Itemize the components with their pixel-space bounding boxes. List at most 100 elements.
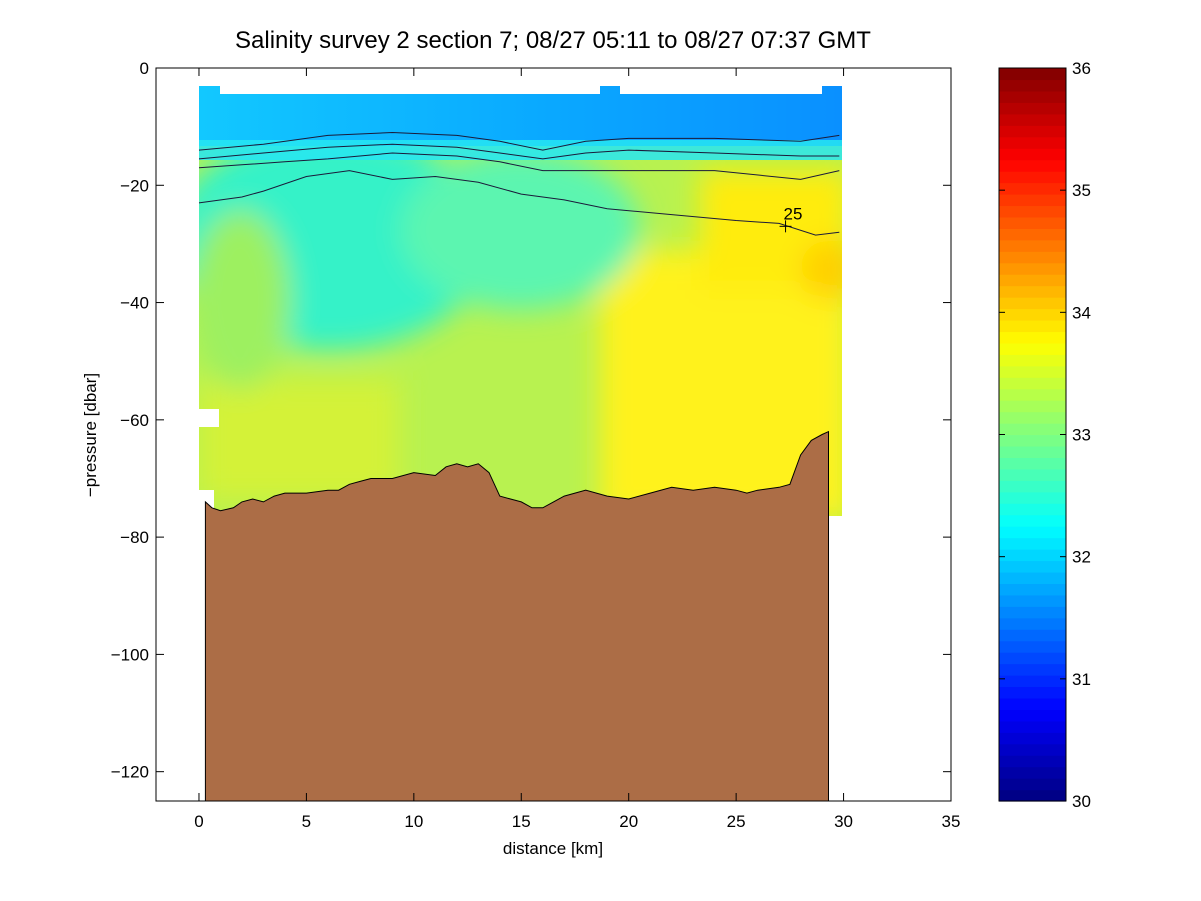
colorbar-band xyxy=(999,297,1066,310)
contour-label: 25 xyxy=(784,204,803,223)
colorbar-band xyxy=(999,251,1066,264)
colorbar-band xyxy=(999,239,1066,252)
colorbar-tick-label: 36 xyxy=(1072,59,1091,78)
colorbar-band xyxy=(999,411,1066,424)
colorbar-band xyxy=(999,583,1066,596)
colorbar-band xyxy=(999,113,1066,126)
colorbar-band xyxy=(999,79,1066,92)
colorbar-band xyxy=(999,617,1066,630)
colorbar-band xyxy=(999,68,1066,81)
x-tick-label: 15 xyxy=(512,812,531,831)
colorbar-band xyxy=(999,549,1066,562)
colorbar-band xyxy=(999,285,1066,298)
colorbar-band xyxy=(999,526,1066,539)
contour-line-0 xyxy=(198,131,840,151)
y-tick-label: −40 xyxy=(120,294,149,313)
colorbar-band xyxy=(999,709,1066,722)
colorbar-band xyxy=(999,445,1066,458)
colorbar-band xyxy=(999,468,1066,481)
contour-line-2 xyxy=(198,152,840,180)
colorbar-band xyxy=(999,125,1066,138)
colorbar-band xyxy=(999,537,1066,550)
chart-title: Salinity survey 2 section 7; 08/27 05:11… xyxy=(235,27,871,54)
colorbar-band xyxy=(999,136,1066,149)
x-tick-label: 0 xyxy=(194,812,203,831)
colorbar-band xyxy=(999,228,1066,241)
colorbar-band xyxy=(999,388,1066,401)
colorbar-band xyxy=(999,331,1066,344)
colorbar-band xyxy=(999,274,1066,287)
colorbar-band xyxy=(999,342,1066,355)
colorbar-band xyxy=(999,503,1066,516)
colorbar-band xyxy=(999,640,1066,653)
colorbar-band xyxy=(999,354,1066,367)
colorbar-band xyxy=(999,434,1066,447)
contour-annotation: 25 xyxy=(779,204,803,233)
x-tick-label: 25 xyxy=(727,812,746,831)
colorbar-band xyxy=(999,308,1066,321)
seafloor-bathymetry xyxy=(204,430,829,802)
colorbar-tick-label: 35 xyxy=(1072,181,1091,200)
colorbar-band xyxy=(999,205,1066,218)
y-axis: 0 −20 −40 −60 −80 −100 −120 xyxy=(111,59,951,782)
colorbar-band xyxy=(999,102,1066,115)
colorbar-band xyxy=(999,766,1066,779)
y-tick-label: −100 xyxy=(111,645,149,664)
colorbar-band xyxy=(999,663,1066,676)
colorbar-band xyxy=(999,514,1066,527)
isohaline-contours xyxy=(198,131,840,236)
colorbar-tick-label: 32 xyxy=(1072,548,1091,567)
colorbar-band xyxy=(999,789,1066,802)
colorbar-band xyxy=(999,90,1066,103)
x-tick-label: 35 xyxy=(942,812,961,831)
colorbar-band xyxy=(999,778,1066,791)
x-tick-label: 5 xyxy=(302,812,311,831)
colorbar-band xyxy=(999,755,1066,768)
y-tick-label: 0 xyxy=(140,59,149,78)
colorbar-band xyxy=(999,652,1066,665)
colorbar-band xyxy=(999,159,1066,172)
colorbar-band xyxy=(999,686,1066,699)
colorbar-band xyxy=(999,193,1066,207)
x-tick-label: 20 xyxy=(619,812,638,831)
colorbar-band xyxy=(999,319,1066,333)
colorbar-tick-label: 34 xyxy=(1072,303,1091,322)
x-axis-label: distance [km] xyxy=(503,839,603,858)
colorbar-tick-label: 33 xyxy=(1072,426,1091,445)
colorbar-band xyxy=(999,182,1066,195)
x-tick-label: 30 xyxy=(834,812,853,831)
x-axis: 0 5 10 15 20 25 30 35 xyxy=(194,68,960,831)
colorbar-band xyxy=(999,400,1066,413)
colorbar-band xyxy=(999,560,1066,573)
y-tick-label: −20 xyxy=(120,176,149,195)
colorbar-tick-label: 30 xyxy=(1072,792,1091,811)
colorbar-band xyxy=(999,594,1066,607)
contour-line-1 xyxy=(198,143,840,160)
colorbar-band xyxy=(999,171,1066,184)
colorbar-band xyxy=(999,480,1066,493)
colorbar-band xyxy=(999,148,1066,161)
colorbar-band xyxy=(999,675,1066,688)
colorbar-band xyxy=(999,606,1066,619)
y-tick-label: −80 xyxy=(120,528,149,547)
colorbar-band xyxy=(999,365,1066,378)
x-tick-label: 10 xyxy=(404,812,423,831)
colorbar-band xyxy=(999,491,1066,504)
colorbar-band xyxy=(999,697,1066,710)
colorbar-band xyxy=(999,629,1066,642)
y-tick-label: −60 xyxy=(120,411,149,430)
colorbar-band xyxy=(999,457,1066,470)
contour-line-3 xyxy=(198,170,840,236)
colorbar-band xyxy=(999,732,1066,745)
colorbar-band xyxy=(999,262,1066,275)
colorbar-band xyxy=(999,377,1066,390)
y-tick-label: −120 xyxy=(111,763,149,782)
colorbar-band xyxy=(999,216,1066,229)
colorbar-tick-label: 31 xyxy=(1072,670,1091,689)
plot-frame xyxy=(155,67,952,802)
colorbar-band xyxy=(999,720,1066,733)
salinity-field xyxy=(199,86,842,516)
colorbar: 30 31 32 33 34 35 36 xyxy=(998,59,1091,811)
colorbar-band xyxy=(999,423,1066,436)
